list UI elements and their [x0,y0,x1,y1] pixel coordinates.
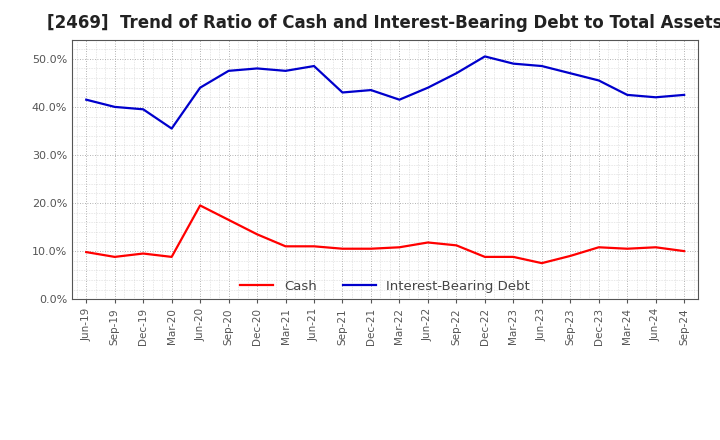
Interest-Bearing Debt [139,106,148,112]
Interest-Bearing Debt [509,61,518,66]
Cash [310,244,318,249]
Interest-Bearing Debt [82,97,91,103]
Cash [253,231,261,237]
Interest-Bearing Debt [366,88,375,93]
Cash [196,203,204,208]
Interest-Bearing Debt [225,68,233,73]
Cash [537,260,546,266]
Cash [366,246,375,251]
Interest-Bearing Debt [338,90,347,95]
Cash [595,245,603,250]
Interest-Bearing Debt [595,78,603,83]
Interest-Bearing Debt [652,95,660,100]
Cash [652,245,660,250]
Cash [282,244,290,249]
Legend: Cash, Interest-Bearing Debt: Cash, Interest-Bearing Debt [235,274,536,298]
Cash [509,254,518,260]
Cash [423,240,432,245]
Interest-Bearing Debt [423,85,432,90]
Cash [338,246,347,251]
Interest-Bearing Debt [680,92,688,98]
Line: Interest-Bearing Debt: Interest-Bearing Debt [86,56,684,128]
Interest-Bearing Debt [566,70,575,76]
Interest-Bearing Debt [395,97,404,103]
Line: Cash: Cash [86,205,684,263]
Interest-Bearing Debt [167,126,176,131]
Cash [167,254,176,260]
Interest-Bearing Debt [310,63,318,69]
Interest-Bearing Debt [623,92,631,98]
Title: [2469]  Trend of Ratio of Cash and Interest-Bearing Debt to Total Assets: [2469] Trend of Ratio of Cash and Intere… [48,15,720,33]
Interest-Bearing Debt [110,104,119,110]
Cash [139,251,148,256]
Interest-Bearing Debt [253,66,261,71]
Cash [480,254,489,260]
Interest-Bearing Debt [196,85,204,90]
Cash [623,246,631,251]
Cash [566,253,575,259]
Cash [395,245,404,250]
Cash [225,217,233,223]
Cash [82,249,91,255]
Interest-Bearing Debt [282,68,290,73]
Interest-Bearing Debt [537,63,546,69]
Interest-Bearing Debt [480,54,489,59]
Cash [680,249,688,254]
Cash [110,254,119,260]
Cash [452,243,461,248]
Interest-Bearing Debt [452,70,461,76]
